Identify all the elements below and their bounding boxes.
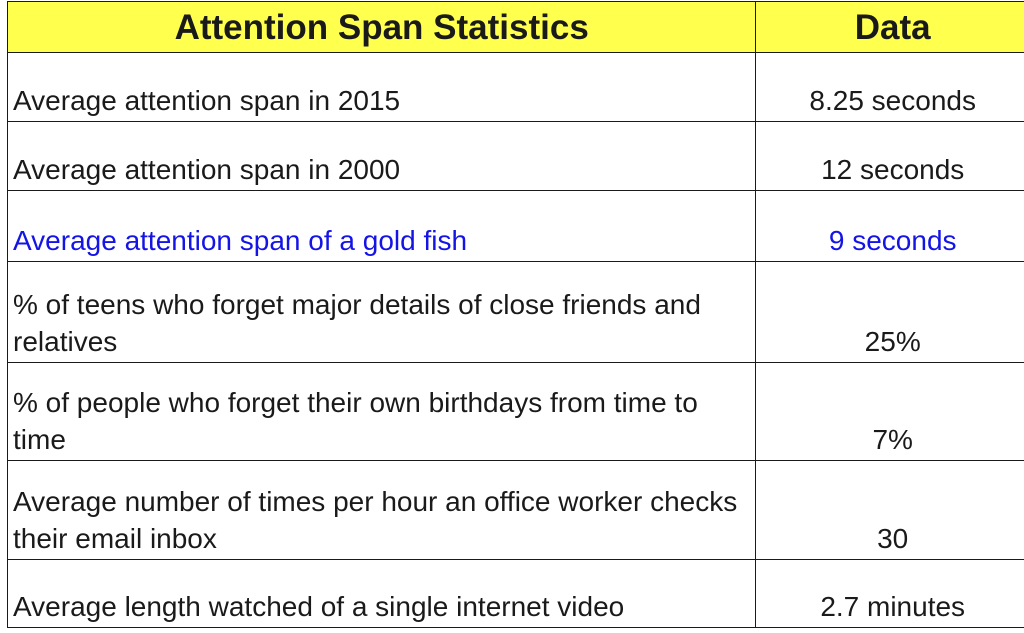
row-value[interactable]: 7% (755, 362, 1024, 461)
statistics-table: Attention Span Statistics Data Average a… (6, 1, 1024, 628)
table-row: Average attention span in 2000 12 second… (6, 121, 1024, 191)
row-label[interactable]: Average attention span of a gold fish (6, 190, 757, 262)
row-label[interactable]: Average attention span in 2015 (6, 52, 757, 122)
table-row: Average attention span in 2015 8.25 seco… (6, 52, 1024, 122)
row-value[interactable]: 9 seconds (755, 190, 1024, 262)
table-row: % of people who forget their own birthda… (6, 362, 1024, 461)
table-row-highlighted: Average attention span of a gold fish 9 … (6, 190, 1024, 262)
header-data[interactable]: Data (755, 1, 1024, 53)
row-label[interactable]: Average attention span in 2000 (6, 121, 757, 191)
header-row: Attention Span Statistics Data (6, 1, 1024, 53)
row-label[interactable]: % of teens who forget major details of c… (6, 261, 757, 363)
row-label[interactable]: Average length watched of a single inter… (6, 559, 757, 628)
row-value[interactable]: 30 (755, 460, 1024, 560)
row-value[interactable]: 2.7 minutes (755, 559, 1024, 628)
table-row: % of teens who forget major details of c… (6, 261, 1024, 363)
row-label[interactable]: Average number of times per hour an offi… (6, 460, 757, 560)
table-row: Average number of times per hour an offi… (6, 460, 1024, 560)
table-row: Average length watched of a single inter… (6, 559, 1024, 628)
row-value[interactable]: 8.25 seconds (755, 52, 1024, 122)
header-statistics[interactable]: Attention Span Statistics (6, 1, 757, 53)
row-value[interactable]: 12 seconds (755, 121, 1024, 191)
row-label[interactable]: % of people who forget their own birthda… (6, 362, 757, 461)
row-value[interactable]: 25% (755, 261, 1024, 363)
